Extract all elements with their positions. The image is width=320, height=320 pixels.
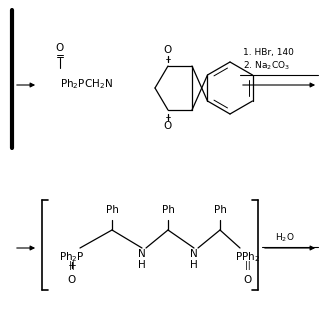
Text: O: O — [68, 275, 76, 285]
Text: H$_2$O: H$_2$O — [275, 232, 295, 244]
Text: O: O — [164, 45, 172, 55]
Text: PPh$_2$: PPh$_2$ — [236, 250, 260, 264]
Text: H: H — [190, 260, 198, 270]
Text: ||: || — [69, 261, 75, 270]
Text: O: O — [56, 43, 64, 53]
Text: Ph: Ph — [213, 205, 227, 215]
Text: O: O — [244, 275, 252, 285]
Text: H: H — [138, 260, 146, 270]
Text: Ph$_2$P: Ph$_2$P — [59, 250, 85, 264]
Text: 2. Na$_2$CO$_3$: 2. Na$_2$CO$_3$ — [243, 60, 290, 72]
Text: 1. HBr, 140: 1. HBr, 140 — [243, 47, 294, 57]
Text: Ph: Ph — [106, 205, 118, 215]
Text: N: N — [138, 249, 146, 259]
Text: ||: || — [245, 261, 251, 270]
Text: N: N — [190, 249, 198, 259]
Text: Ph: Ph — [162, 205, 174, 215]
Text: O: O — [164, 121, 172, 131]
Text: Ph$_2$PCH$_2$N: Ph$_2$PCH$_2$N — [60, 77, 113, 91]
